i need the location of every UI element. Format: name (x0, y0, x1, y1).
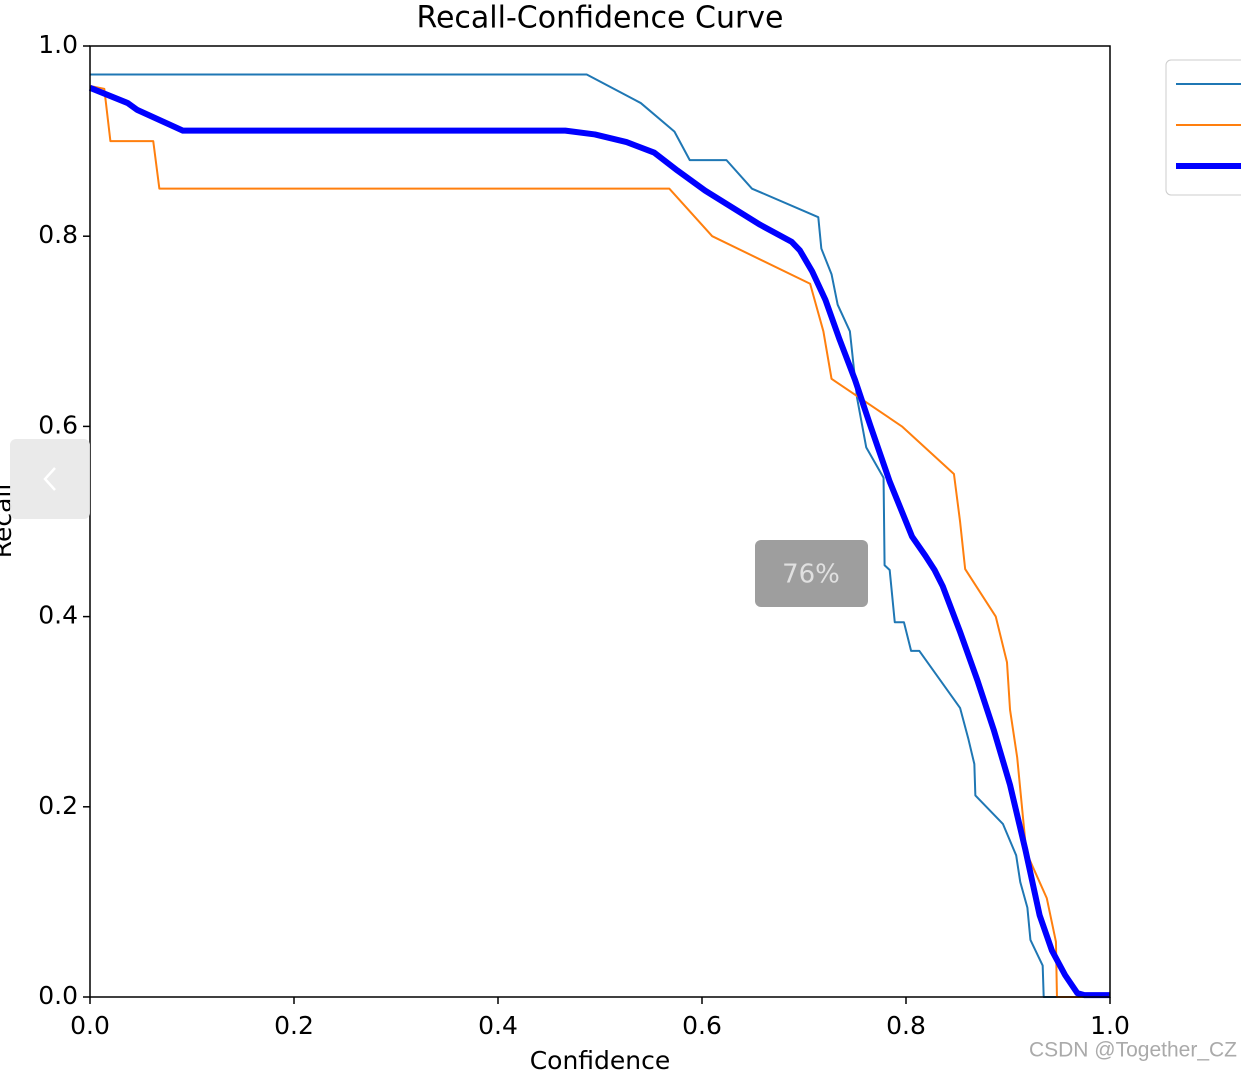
x-tick-label: 0.6 (682, 1011, 722, 1040)
x-tick-label: 0.2 (274, 1011, 314, 1040)
zoom-label: 76% (782, 560, 840, 590)
zoom-badge (755, 540, 868, 607)
y-tick-label: 1.0 (38, 30, 78, 59)
x-axis-label: Confidence (530, 1046, 671, 1070)
series-line (90, 73, 1110, 998)
chart-title: Recall-Confidence Curve (416, 1, 783, 36)
prev-button[interactable] (10, 439, 90, 519)
legend (1165, 59, 1241, 196)
plot-area (88, 73, 1110, 999)
y-tick-label: 0.8 (38, 220, 78, 249)
watermark: CSDN @Together_CZ (1029, 1039, 1237, 1062)
y-tick-label: 0.6 (38, 410, 78, 439)
x-tick-label: 0.0 (70, 1011, 110, 1040)
y-tick-label: 0.0 (38, 981, 78, 1010)
y-tick-label: 0.2 (38, 791, 78, 820)
series-line (88, 85, 1110, 999)
x-tick-label: 0.4 (478, 1011, 518, 1040)
axes-frame (89, 45, 1111, 998)
legend-items (1176, 83, 1241, 169)
x-tick-label: 1.0 (1090, 1011, 1130, 1040)
series-line (89, 84, 1110, 998)
x-tick-label: 0.8 (886, 1011, 926, 1040)
prev-arrow (43, 467, 56, 491)
y-tick-label: 0.4 (38, 601, 78, 630)
